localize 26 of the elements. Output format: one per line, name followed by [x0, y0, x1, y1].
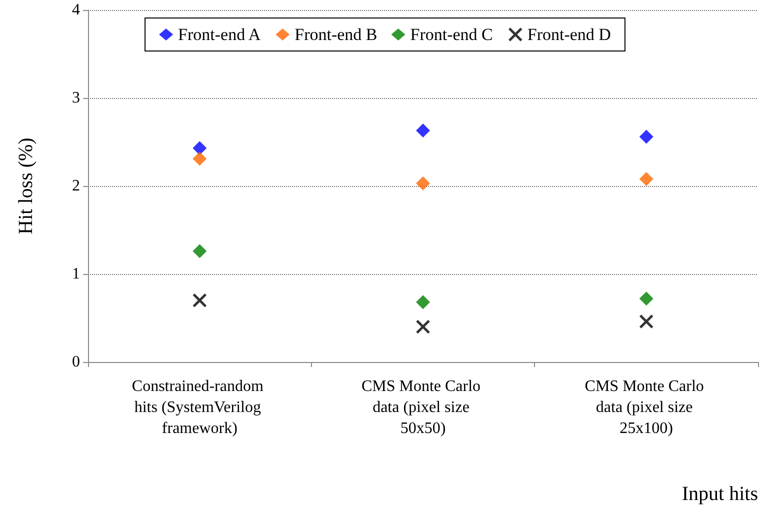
point [192, 141, 207, 156]
y-tick-label: 0 [72, 354, 80, 370]
point [639, 314, 654, 329]
x-axis-title: Input hits [682, 483, 758, 505]
y-tick-label: 2 [72, 178, 80, 194]
point [416, 176, 430, 190]
x-tick-label: Constrained-random hits (SystemVerilog framework) [132, 378, 268, 437]
point [639, 292, 654, 306]
legend-label: Front-end A [178, 25, 262, 44]
point [416, 295, 430, 310]
legend-label: Front-end B [294, 25, 378, 44]
x-tick-label: CMS Monte Carlo data (pixel size 25x100) [584, 378, 708, 437]
x-tick-label: CMS Monte Carlo data (pixel size 50x50) [361, 378, 485, 437]
legend-label: Front-end D [527, 25, 611, 44]
point [416, 320, 430, 334]
point [639, 172, 654, 186]
legend-label: Front-end C [410, 25, 493, 44]
point [192, 293, 207, 308]
point [416, 124, 430, 138]
point [192, 152, 207, 166]
y-tick-label: 3 [72, 90, 80, 106]
y-axis-title: Hit loss (%) [15, 138, 37, 234]
y-tick-label: 1 [72, 266, 80, 282]
y-tick-label: 4 [72, 2, 80, 18]
point [639, 130, 654, 144]
point [192, 244, 207, 258]
